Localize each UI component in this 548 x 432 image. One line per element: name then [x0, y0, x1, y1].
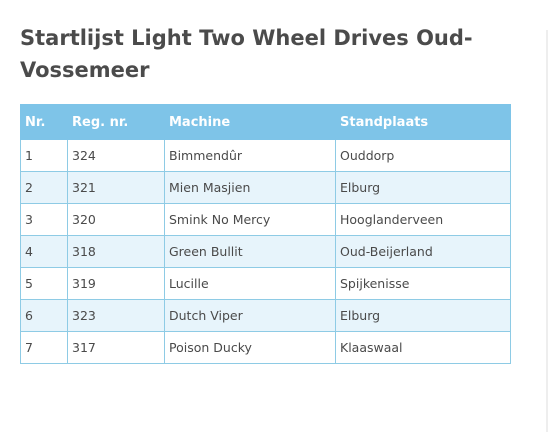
cell-reg-nr: 321: [67, 171, 165, 204]
cell-reg-nr: 324: [67, 139, 165, 172]
cell-nr: 6: [20, 299, 68, 332]
table-header-row: Nr. Reg. nr. Machine Standplaats: [20, 104, 511, 140]
cell-standplaats: Ouddorp: [335, 139, 511, 172]
cell-nr: 1: [20, 139, 68, 172]
cell-machine: Mien Masjien: [164, 171, 336, 204]
cell-machine: Dutch Viper: [164, 299, 336, 332]
cell-reg-nr: 319: [67, 267, 165, 300]
page-title: Startlijst Light Two Wheel Drives Oud-Vo…: [20, 26, 473, 82]
table-row: 7 317 Poison Ducky Klaaswaal: [20, 331, 511, 364]
cell-nr: 3: [20, 203, 68, 236]
table-row: 2 321 Mien Masjien Elburg: [20, 171, 511, 204]
cell-reg-nr: 320: [67, 203, 165, 236]
column-header-reg-nr: Reg. nr.: [67, 104, 165, 140]
column-header-machine: Machine: [164, 104, 336, 140]
startlist-table: Nr. Reg. nr. Machine Standplaats 1 324 B…: [20, 104, 511, 364]
cell-machine: Poison Ducky: [164, 331, 336, 364]
page-edge-divider: [546, 30, 548, 432]
cell-standplaats: Klaaswaal: [335, 331, 511, 364]
cell-standplaats: Spijkenisse: [335, 267, 511, 300]
column-header-nr: Nr.: [20, 104, 68, 140]
table-row: 1 324 Bimmendûr Ouddorp: [20, 139, 511, 172]
cell-nr: 5: [20, 267, 68, 300]
cell-nr: 2: [20, 171, 68, 204]
column-header-standplaats: Standplaats: [335, 104, 511, 140]
cell-standplaats: Hooglanderveen: [335, 203, 511, 236]
cell-standplaats: Elburg: [335, 299, 511, 332]
cell-machine: Green Bullit: [164, 235, 336, 268]
cell-nr: 7: [20, 331, 68, 364]
table-row: 5 319 Lucille Spijkenisse: [20, 267, 511, 300]
cell-machine: Lucille: [164, 267, 336, 300]
cell-standplaats: Oud-Beijerland: [335, 235, 511, 268]
table-row: 6 323 Dutch Viper Elburg: [20, 299, 511, 332]
table-row: 4 318 Green Bullit Oud-Beijerland: [20, 235, 511, 268]
cell-standplaats: Elburg: [335, 171, 511, 204]
cell-machine: Bimmendûr: [164, 139, 336, 172]
cell-reg-nr: 318: [67, 235, 165, 268]
table-row: 3 320 Smink No Mercy Hooglanderveen: [20, 203, 511, 236]
cell-machine: Smink No Mercy: [164, 203, 336, 236]
cell-reg-nr: 323: [67, 299, 165, 332]
cell-reg-nr: 317: [67, 331, 165, 364]
cell-nr: 4: [20, 235, 68, 268]
